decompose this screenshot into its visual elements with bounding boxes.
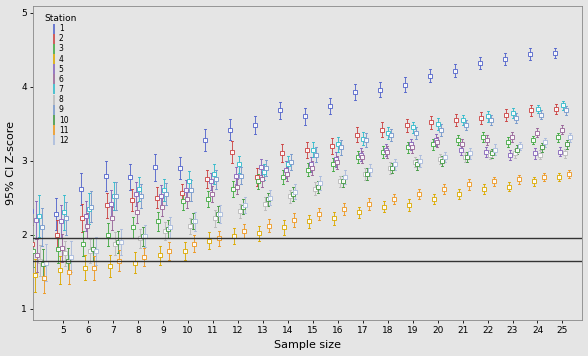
- Legend: 1, 2, 3, 4, 5, 6, 7, 8, 9, 10, 11, 12: 1, 2, 3, 4, 5, 6, 7, 8, 9, 10, 11, 12: [42, 12, 78, 146]
- X-axis label: Sample size: Sample size: [274, 340, 341, 350]
- Y-axis label: 95% CI Z-score: 95% CI Z-score: [5, 121, 15, 205]
